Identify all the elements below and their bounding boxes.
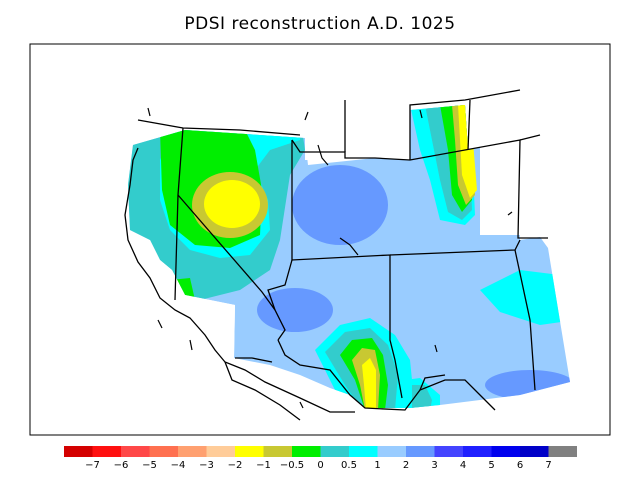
colorbar-tick-label: 6 [516, 460, 524, 471]
colorbar-tick-label: −3 [199, 460, 214, 471]
plot-frame [29, 43, 611, 436]
map-title: PDSI reconstruction A.D. 1025 [184, 14, 456, 34]
unshaded-region [480, 140, 520, 235]
colorbar-tick-label: 0 [317, 460, 324, 471]
colorbar-tick-label: −2 [227, 460, 243, 471]
colorbar-tick-label: 1 [374, 460, 381, 471]
colorbar-tick-label: −0.5 [279, 460, 305, 471]
colorbar-tick-label: 4 [459, 460, 467, 471]
colorbar-tick-label: −5 [142, 460, 157, 471]
unshaded-region [305, 115, 347, 160]
colorbar-tick-label: −6 [113, 460, 129, 471]
state-boundaries [124, 89, 548, 421]
colorbar-tick-label: 3 [431, 460, 438, 471]
colorbar-tick-label: −1 [256, 460, 271, 471]
unshaded-region [128, 240, 240, 362]
colorbar-tick-label: 5 [488, 460, 495, 471]
colorbar-tick-label: 0.5 [341, 460, 357, 471]
map-details [147, 107, 513, 409]
colorbar-tick-label: 2 [402, 460, 410, 471]
colorbar-tick-label: −7 [85, 460, 100, 471]
colorbar-tick-label: −4 [170, 460, 186, 471]
colorbar-tick-label: 7 [545, 460, 552, 471]
